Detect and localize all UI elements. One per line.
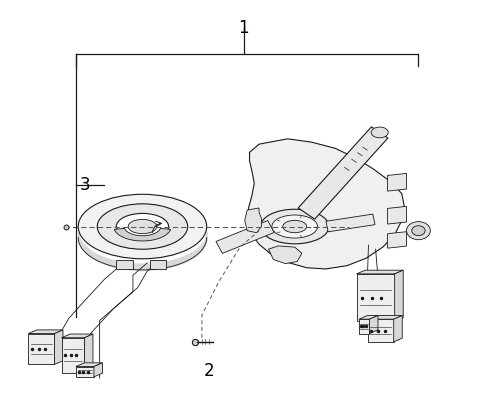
Ellipse shape	[412, 226, 425, 235]
Polygon shape	[76, 366, 94, 377]
Text: 1: 1	[239, 19, 249, 37]
Ellipse shape	[261, 209, 329, 244]
Polygon shape	[370, 315, 378, 334]
Polygon shape	[28, 330, 63, 334]
Polygon shape	[368, 319, 394, 342]
Polygon shape	[245, 208, 262, 233]
Polygon shape	[28, 334, 54, 364]
Ellipse shape	[371, 127, 388, 138]
Ellipse shape	[116, 213, 168, 240]
Polygon shape	[394, 315, 402, 342]
Polygon shape	[268, 246, 302, 264]
Polygon shape	[247, 139, 404, 269]
Polygon shape	[94, 363, 103, 377]
Ellipse shape	[272, 215, 318, 238]
Text: 3: 3	[80, 176, 91, 194]
Ellipse shape	[78, 194, 207, 259]
Polygon shape	[54, 330, 63, 364]
Polygon shape	[116, 260, 133, 269]
Polygon shape	[84, 334, 93, 373]
Polygon shape	[150, 260, 166, 269]
Ellipse shape	[97, 204, 188, 249]
Polygon shape	[76, 363, 103, 366]
Text: 2: 2	[204, 362, 215, 380]
Polygon shape	[395, 270, 403, 321]
Polygon shape	[114, 228, 171, 241]
Ellipse shape	[407, 222, 431, 240]
Polygon shape	[298, 127, 388, 219]
Polygon shape	[357, 270, 403, 274]
Polygon shape	[61, 338, 84, 373]
Ellipse shape	[283, 220, 307, 233]
Polygon shape	[387, 173, 407, 191]
Polygon shape	[359, 315, 378, 319]
Ellipse shape	[128, 219, 157, 234]
Polygon shape	[387, 232, 407, 248]
Polygon shape	[357, 274, 395, 321]
Polygon shape	[61, 334, 93, 338]
Polygon shape	[326, 214, 375, 232]
Polygon shape	[216, 220, 274, 253]
Polygon shape	[359, 319, 370, 334]
Polygon shape	[387, 206, 407, 224]
Polygon shape	[368, 315, 402, 319]
